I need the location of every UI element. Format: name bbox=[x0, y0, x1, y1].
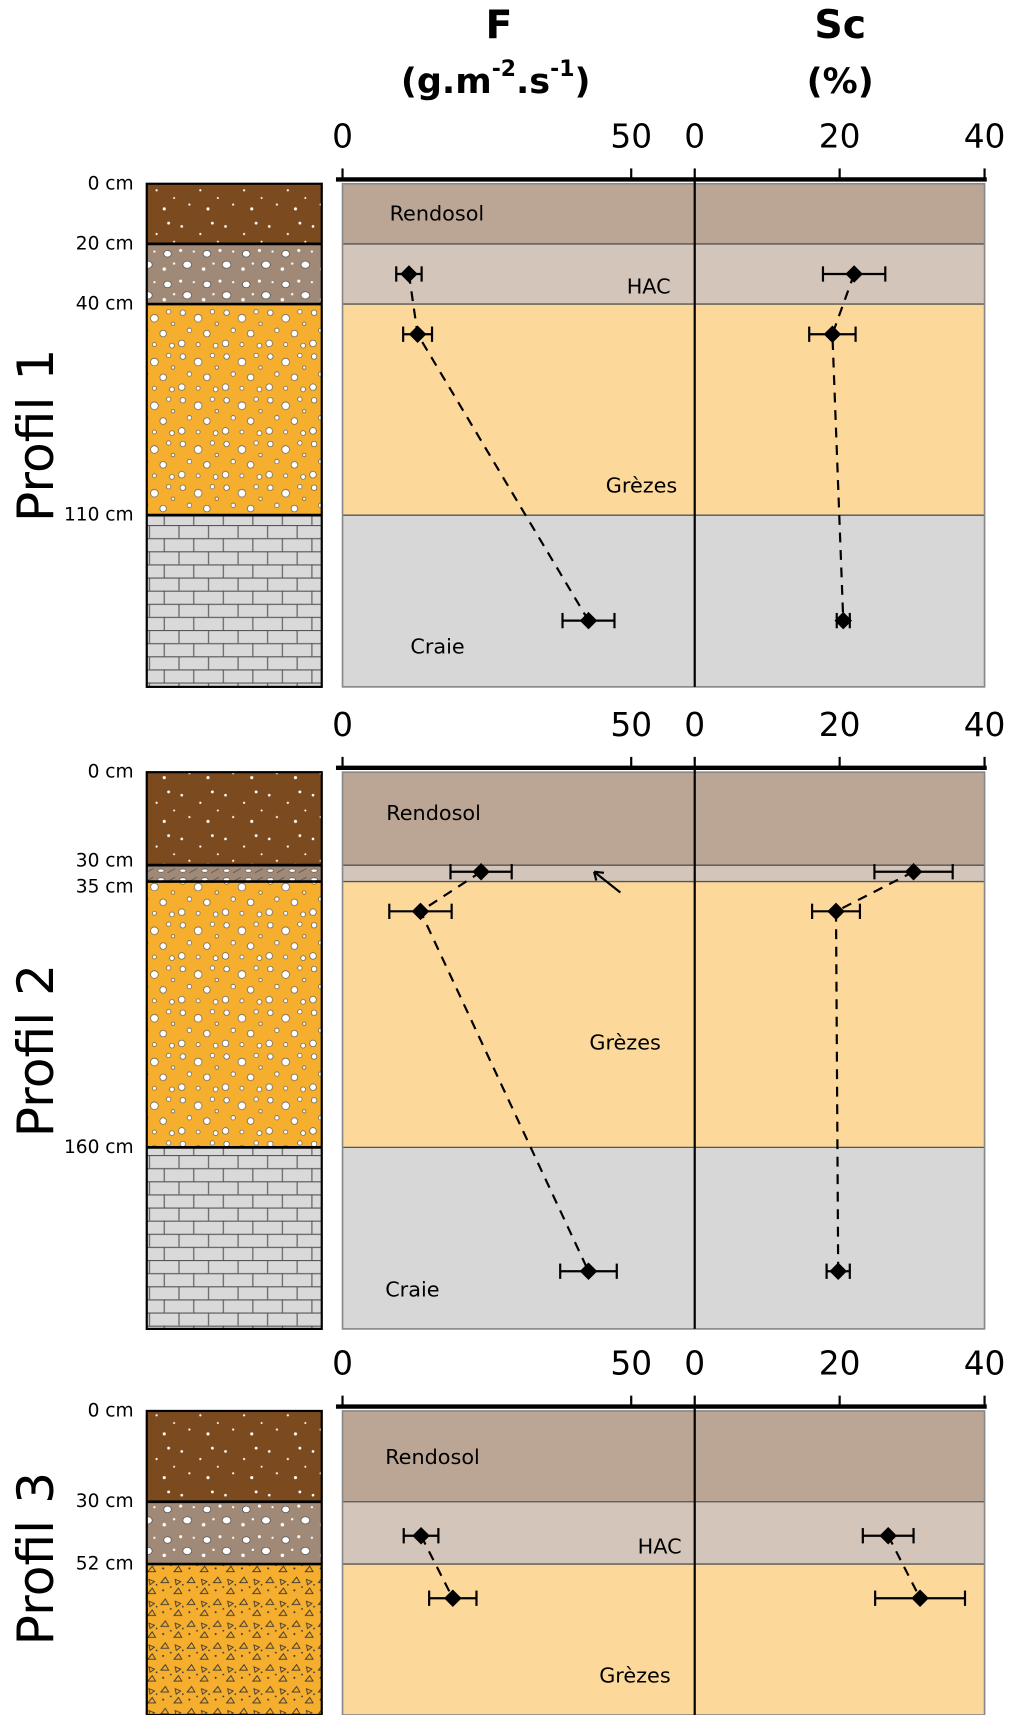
unit-part: (g.m bbox=[401, 62, 492, 102]
layer-label: Craie bbox=[385, 1278, 439, 1302]
x-tick-label: 0 bbox=[332, 706, 353, 744]
unit-sup: -2 bbox=[492, 57, 516, 82]
point bbox=[904, 862, 923, 881]
point bbox=[879, 1526, 897, 1545]
layer-label: Rendosol bbox=[385, 1445, 480, 1469]
depth-label: 0 cm bbox=[88, 1400, 134, 1421]
point bbox=[444, 1589, 462, 1607]
x-tick-label: 0 bbox=[684, 706, 705, 744]
trend-line bbox=[831, 273, 856, 621]
x-tick-label: 40 bbox=[964, 1345, 1006, 1383]
depth-label: 0 cm bbox=[88, 173, 134, 194]
panel-layer bbox=[342, 304, 985, 516]
depth-label: 52 cm bbox=[76, 1554, 134, 1575]
layer-label: HAC bbox=[627, 275, 671, 299]
column-layer bbox=[146, 772, 322, 866]
profile-label: Profil 1 bbox=[6, 349, 65, 522]
column-frame bbox=[145, 182, 323, 688]
layer-label: Grèzes bbox=[589, 1030, 660, 1054]
layer-label: Craie bbox=[410, 635, 464, 659]
column-layer bbox=[146, 865, 322, 882]
point bbox=[834, 611, 853, 630]
point bbox=[579, 611, 598, 630]
depth-label: 35 cm bbox=[76, 877, 134, 898]
depth-label: 160 cm bbox=[64, 1137, 134, 1158]
point bbox=[827, 902, 845, 921]
column-layer bbox=[146, 1147, 322, 1329]
x-tick-label: 40 bbox=[964, 706, 1006, 744]
layer-label: Rendosol bbox=[386, 801, 481, 825]
panel-layer bbox=[342, 183, 985, 244]
point bbox=[579, 1262, 598, 1280]
depth-label: 30 cm bbox=[76, 1491, 134, 1512]
column-layer bbox=[146, 1410, 322, 1502]
point bbox=[829, 1262, 847, 1280]
pointer-arrow bbox=[593, 870, 622, 894]
depth-label: 30 cm bbox=[76, 850, 134, 871]
panel-layer bbox=[342, 881, 985, 1148]
panel-frame bbox=[341, 771, 986, 1330]
profile-label: Profil 2 bbox=[6, 964, 65, 1137]
f-title: F bbox=[485, 2, 512, 48]
point bbox=[412, 1526, 430, 1545]
column-layer bbox=[146, 183, 322, 244]
f-unit: (g.m-2.s-1) bbox=[401, 57, 591, 102]
point bbox=[400, 265, 418, 283]
column-frame bbox=[145, 1409, 323, 1715]
unit-part: .s bbox=[516, 62, 550, 102]
panel-frame bbox=[341, 1410, 986, 1715]
sc-unit: (%) bbox=[807, 62, 874, 102]
layer-label: HAC bbox=[638, 1535, 682, 1559]
x-tick-label: 20 bbox=[819, 1345, 861, 1383]
trend-line bbox=[887, 1535, 922, 1599]
x-tick-label: 0 bbox=[684, 1345, 705, 1383]
column-layer bbox=[146, 304, 322, 516]
panel-layer bbox=[342, 515, 985, 687]
x-tick-label: 20 bbox=[819, 117, 861, 155]
x-tick-label: 0 bbox=[332, 1345, 353, 1383]
point bbox=[911, 1589, 929, 1607]
unit-sup: -1 bbox=[550, 57, 574, 82]
depth-label: 40 cm bbox=[76, 294, 134, 315]
x-tick-label: 40 bbox=[964, 117, 1006, 155]
depth-label: 0 cm bbox=[88, 762, 134, 783]
x-tick-label: 50 bbox=[610, 1345, 652, 1383]
column-layer bbox=[146, 243, 322, 305]
column-layer bbox=[146, 515, 322, 687]
depth-label: 20 cm bbox=[76, 233, 134, 254]
layer-label: Grèzes bbox=[606, 474, 677, 498]
sc-title: Sc bbox=[814, 2, 866, 48]
point bbox=[472, 862, 490, 881]
trend-line bbox=[420, 1535, 454, 1599]
layer-label: Rendosol bbox=[390, 201, 485, 225]
depth-label: 110 cm bbox=[64, 505, 134, 526]
x-tick-label: 50 bbox=[610, 117, 652, 155]
panel-layer bbox=[342, 1564, 985, 1715]
panel-layer bbox=[342, 1147, 985, 1329]
point bbox=[411, 902, 430, 921]
point bbox=[408, 325, 427, 343]
unit-part: ) bbox=[574, 62, 590, 102]
column-layer bbox=[146, 1501, 322, 1565]
profile-label: Profil 3 bbox=[6, 1472, 65, 1645]
point bbox=[823, 325, 842, 343]
panel-layer bbox=[342, 1410, 985, 1502]
layer-label: Grèzes bbox=[599, 1664, 670, 1688]
point bbox=[845, 265, 863, 283]
x-tick-label: 20 bbox=[819, 706, 861, 744]
x-tick-label: 0 bbox=[332, 117, 353, 155]
panel-layer bbox=[342, 772, 985, 866]
panel-layer bbox=[342, 865, 985, 882]
x-tick-label: 50 bbox=[610, 706, 652, 744]
column-frame bbox=[145, 771, 323, 1330]
column-layer bbox=[146, 881, 322, 1148]
panel-layer bbox=[342, 1501, 985, 1565]
panel-frame bbox=[341, 182, 986, 688]
x-tick-label: 0 bbox=[684, 117, 705, 155]
column-layer bbox=[146, 1564, 322, 1715]
